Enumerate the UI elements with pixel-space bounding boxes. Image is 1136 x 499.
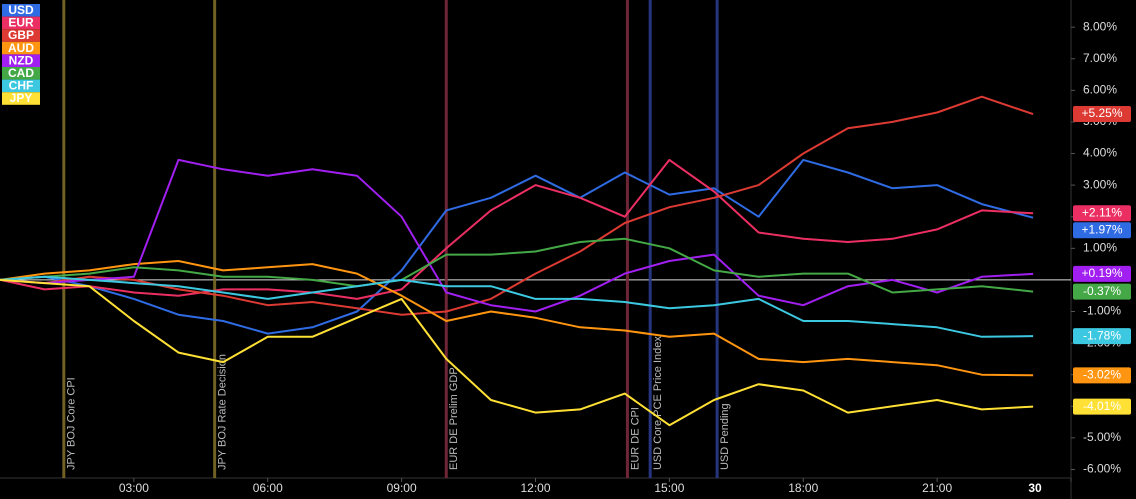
value-badge xyxy=(1073,328,1131,345)
legend-swatch xyxy=(2,92,40,105)
value-badge xyxy=(1073,398,1131,415)
series-line xyxy=(0,278,1034,427)
legend-swatch xyxy=(2,67,40,80)
value-badge-label: -0.37% xyxy=(1083,284,1121,298)
value-badge xyxy=(1073,106,1131,123)
event-label: USD Pending xyxy=(719,403,731,470)
x-tick-label: 12:00 xyxy=(520,481,550,495)
y-tick-label: 6.00% xyxy=(1083,83,1117,97)
event-label: JPY BOJ Rate Decision xyxy=(217,354,229,470)
legend-label: GBP xyxy=(8,28,34,42)
series-line xyxy=(0,158,1034,313)
legend-swatch xyxy=(2,4,40,17)
y-tick-label: -5.00% xyxy=(1083,430,1121,444)
y-tick-label: -1.00% xyxy=(1083,304,1121,318)
legend-label: USD xyxy=(8,3,34,17)
legend-label: JPY xyxy=(10,91,33,105)
value-badge xyxy=(1073,265,1131,282)
series-line xyxy=(0,158,1034,335)
value-badge-label: -1.78% xyxy=(1083,328,1121,342)
x-tick-label: 09:00 xyxy=(387,481,417,495)
value-badge xyxy=(1073,222,1131,239)
value-badge-label: +5.25% xyxy=(1081,106,1122,120)
legend-swatch xyxy=(2,54,40,67)
legend-label: CAD xyxy=(8,66,34,80)
legend-swatch xyxy=(2,29,40,42)
y-tick-label: 1.00% xyxy=(1083,240,1117,254)
value-badge-label: -3.02% xyxy=(1083,367,1121,381)
legend-label: EUR xyxy=(8,16,34,30)
value-badge-label: +0.19% xyxy=(1081,266,1122,280)
value-badge-label: +1.97% xyxy=(1081,222,1122,236)
legend-swatch xyxy=(2,79,40,93)
series-line xyxy=(0,95,1034,316)
event-label: EUR DE CPI xyxy=(629,407,641,470)
y-tick-label: -6.00% xyxy=(1083,462,1121,476)
x-tick-label: 21:00 xyxy=(922,481,952,495)
value-badge xyxy=(1073,205,1131,222)
x-tick-label: 03:00 xyxy=(119,481,149,495)
y-tick-label: 3.00% xyxy=(1083,177,1117,191)
x-tick-label: 30 xyxy=(1028,481,1042,495)
series-line xyxy=(0,158,1034,300)
legend-swatch xyxy=(2,16,40,30)
value-badge-label: -4.01% xyxy=(1083,399,1121,413)
event-label: EUR DE Prelim GDP xyxy=(448,367,460,470)
value-badge xyxy=(1073,367,1131,384)
x-tick-label: 15:00 xyxy=(654,481,684,495)
x-tick-label: 18:00 xyxy=(788,481,818,495)
event-label: USD Core PCE Price Index xyxy=(652,336,664,470)
value-badge xyxy=(1073,283,1131,300)
series-line xyxy=(0,237,1034,294)
y-tick-label: 7.00% xyxy=(1083,51,1117,65)
series-line xyxy=(0,260,1034,377)
x-tick-label: 06:00 xyxy=(253,481,283,495)
y-tick-label: 4.00% xyxy=(1083,146,1117,160)
y-tick-label: 8.00% xyxy=(1083,19,1117,33)
value-badge-label: +2.11% xyxy=(1082,205,1122,219)
legend-swatch xyxy=(2,41,40,55)
series-line xyxy=(0,275,1034,338)
event-label: JPY BOJ Core CPI xyxy=(66,377,78,470)
legend-label: AUD xyxy=(8,41,34,55)
legend-label: NZD xyxy=(9,53,34,67)
legend-label: CHF xyxy=(9,79,34,93)
